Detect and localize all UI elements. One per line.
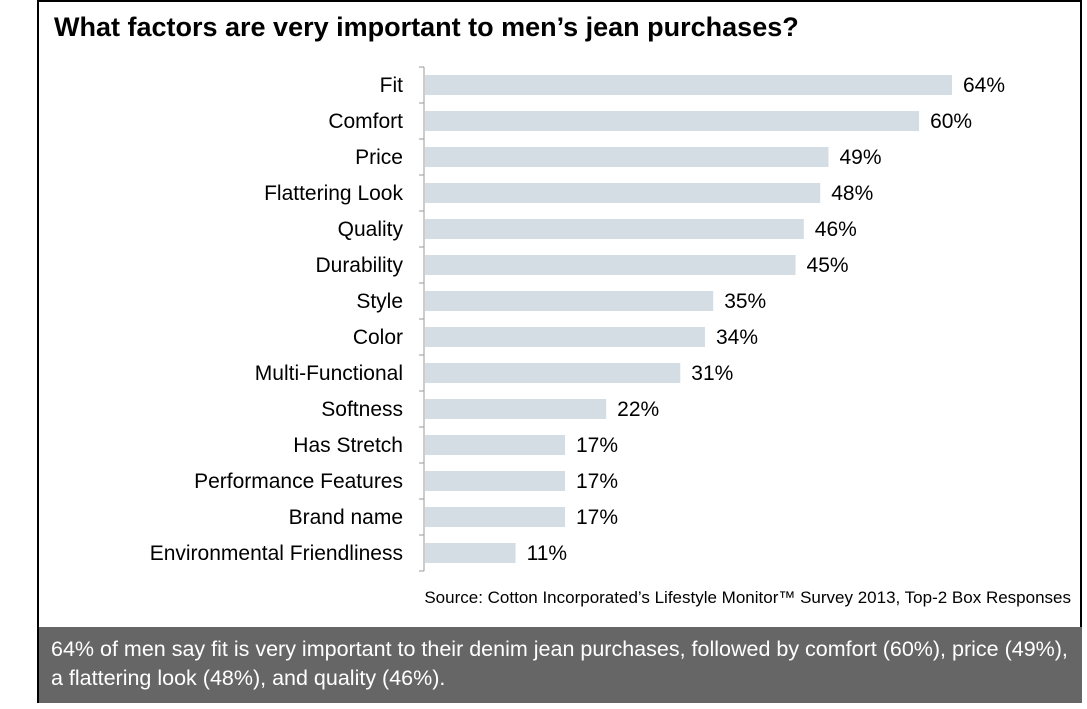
bar [425,111,920,131]
category-label: Style [356,290,403,313]
bar [425,147,829,167]
bar [425,363,681,383]
category-label: Quality [338,218,404,241]
bar [425,75,952,95]
value-label: 11% [527,542,567,565]
category-label: Comfort [328,110,403,133]
bar [425,543,516,563]
category-label: Fit [380,74,403,97]
bar [425,507,565,527]
bar [425,183,821,203]
chart-title: What factors are very important to men’s… [54,12,799,42]
value-label: 64% [963,74,1005,97]
bar-chart: Fit 64% Comfort 60% Price 49% Flattering Look 4… [150,66,1005,572]
category-label: Durability [315,254,403,277]
value-label: 48% [831,182,873,205]
value-label: 35% [724,290,766,313]
bar [425,471,565,491]
category-label: Brand name [289,506,403,529]
value-label: 46% [815,218,857,241]
value-label: 31% [691,362,733,385]
summary-footer: 64% of men say fit is very important to … [39,627,1082,703]
value-label: 17% [576,470,618,493]
source-note: Source: Cotton Incorporated’s Lifestyle … [424,588,1071,607]
value-label: 60% [930,110,972,133]
bar [425,291,714,311]
category-label: Has Stretch [293,434,403,457]
value-label: 45% [807,254,849,277]
category-label: Color [353,326,403,349]
value-label: 34% [716,326,758,349]
value-label: 17% [576,434,618,457]
bar [425,399,607,419]
category-label: Multi-Functional [255,362,403,385]
value-label: 17% [576,506,618,529]
value-label: 22% [617,398,659,421]
category-label: Flattering Look [264,182,403,205]
bar [425,255,796,275]
bar [425,219,804,239]
category-label: Price [355,146,403,169]
value-label: 49% [839,146,881,169]
category-label: Environmental Friendliness [150,542,403,565]
category-label: Performance Features [194,470,403,493]
bar [425,327,705,347]
category-label: Softness [321,398,403,421]
bar [425,435,565,455]
